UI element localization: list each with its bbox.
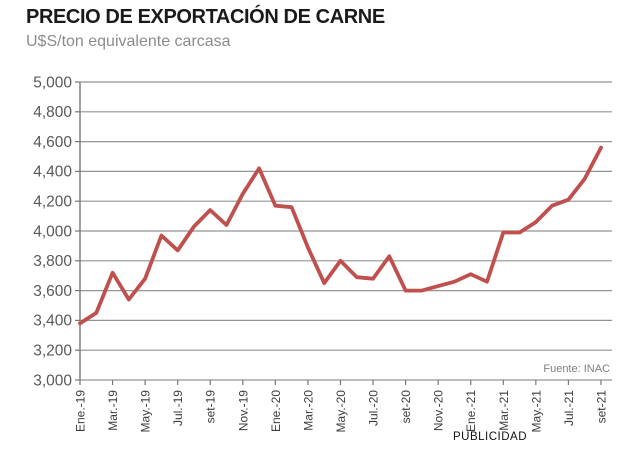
x-tick-label: set-20 xyxy=(399,390,413,424)
x-tick-label: May.-20 xyxy=(334,390,348,433)
x-tick-label: set-21 xyxy=(594,390,608,424)
y-tick-label: 4,200 xyxy=(33,194,72,211)
chart-subtitle: U$S/ton equivalente carcasa xyxy=(26,33,231,50)
publicidad-label: PUBLICIDAD xyxy=(452,431,528,443)
source-label: Fuente: INAC xyxy=(543,363,610,375)
x-tick-label: May.-21 xyxy=(529,390,543,433)
x-tick-label: May.-19 xyxy=(139,390,153,433)
x-tick-label: set-19 xyxy=(204,390,218,424)
x-tick-label: Jul.-21 xyxy=(562,390,576,426)
x-tick-label: Ene.-19 xyxy=(74,390,88,432)
x-tick-label: Mar.-20 xyxy=(301,390,315,431)
x-tick-label: Nov.-19 xyxy=(236,390,250,431)
y-tick-label: 3,600 xyxy=(33,283,72,300)
x-tick-label: Ene.-21 xyxy=(464,390,478,432)
x-tick-label: Mar.-19 xyxy=(106,390,120,431)
price-line xyxy=(78,145,603,326)
y-tick-label: 3,800 xyxy=(33,253,72,270)
x-tick-label: Jul.-20 xyxy=(367,390,381,426)
y-tick-label: 4,400 xyxy=(33,164,72,181)
y-tick-label: 4,600 xyxy=(33,134,72,151)
x-tick-label: Jul.-19 xyxy=(171,390,185,426)
y-tick-label: 3,400 xyxy=(33,313,72,330)
x-tick-label: Ene.-20 xyxy=(269,390,283,432)
y-tick-label: 5,000 xyxy=(33,74,72,91)
y-tick-label: 4,000 xyxy=(33,223,72,240)
y-tick-label: 3,200 xyxy=(33,343,72,360)
y-tick-label: 4,800 xyxy=(33,104,72,121)
x-tick-label: Mar.-21 xyxy=(497,390,511,431)
y-tick-label: 3,000 xyxy=(33,372,72,389)
chart-title: PRECIO DE EXPORTACIÓN DE CARNE xyxy=(26,6,385,28)
x-tick-label: Nov.-20 xyxy=(432,390,446,431)
